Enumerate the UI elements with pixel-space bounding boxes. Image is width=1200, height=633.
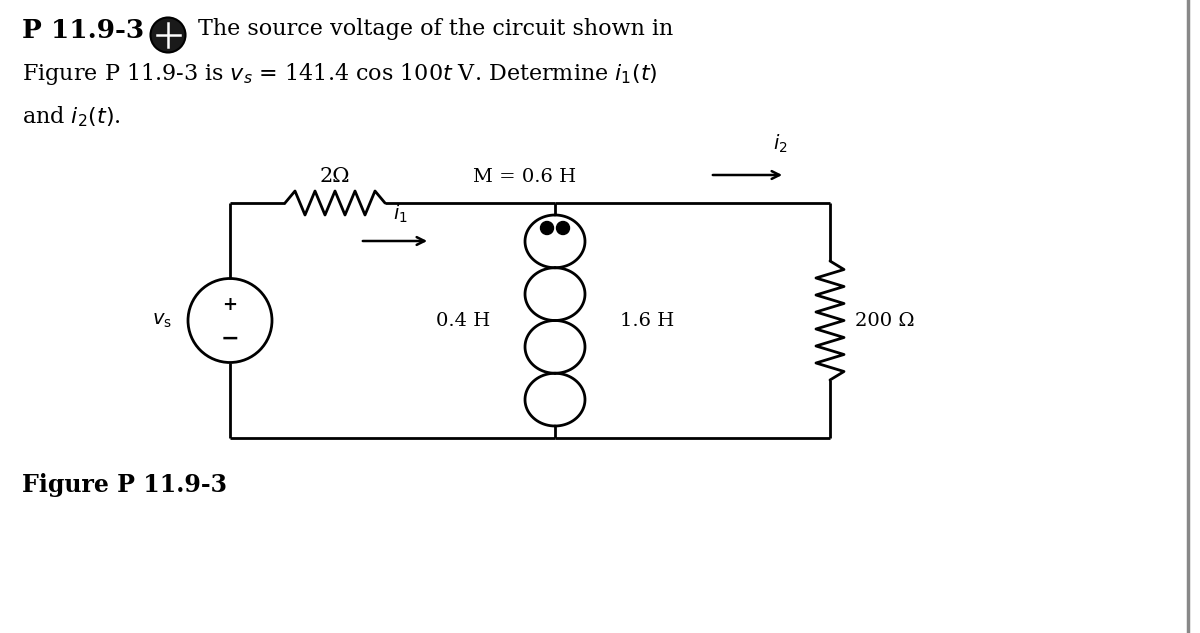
Text: +: + — [222, 296, 238, 315]
Text: M = 0.6 H: M = 0.6 H — [474, 168, 576, 186]
Text: 2Ω: 2Ω — [319, 167, 350, 186]
Text: Figure P 11.9-3: Figure P 11.9-3 — [22, 473, 227, 497]
Text: −: − — [221, 327, 239, 349]
Text: P 11.9-3: P 11.9-3 — [22, 18, 144, 43]
Text: The source voltage of the circuit shown in: The source voltage of the circuit shown … — [198, 18, 673, 40]
Text: 1.6 H: 1.6 H — [620, 311, 674, 330]
Circle shape — [540, 222, 553, 234]
Text: Figure P 11.9-3 is $v_s$ = 141.4 cos 100$t$ V. Determine $i_1(t)$: Figure P 11.9-3 is $v_s$ = 141.4 cos 100… — [22, 61, 658, 87]
Text: 0.4 H: 0.4 H — [436, 311, 490, 330]
Text: $i_2$: $i_2$ — [773, 133, 787, 155]
Circle shape — [557, 222, 570, 234]
Circle shape — [150, 18, 186, 53]
Text: 200 Ω: 200 Ω — [856, 311, 914, 330]
Text: $i_1$: $i_1$ — [392, 203, 407, 225]
Text: $v_\mathrm{s}$: $v_\mathrm{s}$ — [152, 311, 172, 330]
Text: and $i_2(t)$.: and $i_2(t)$. — [22, 104, 121, 128]
